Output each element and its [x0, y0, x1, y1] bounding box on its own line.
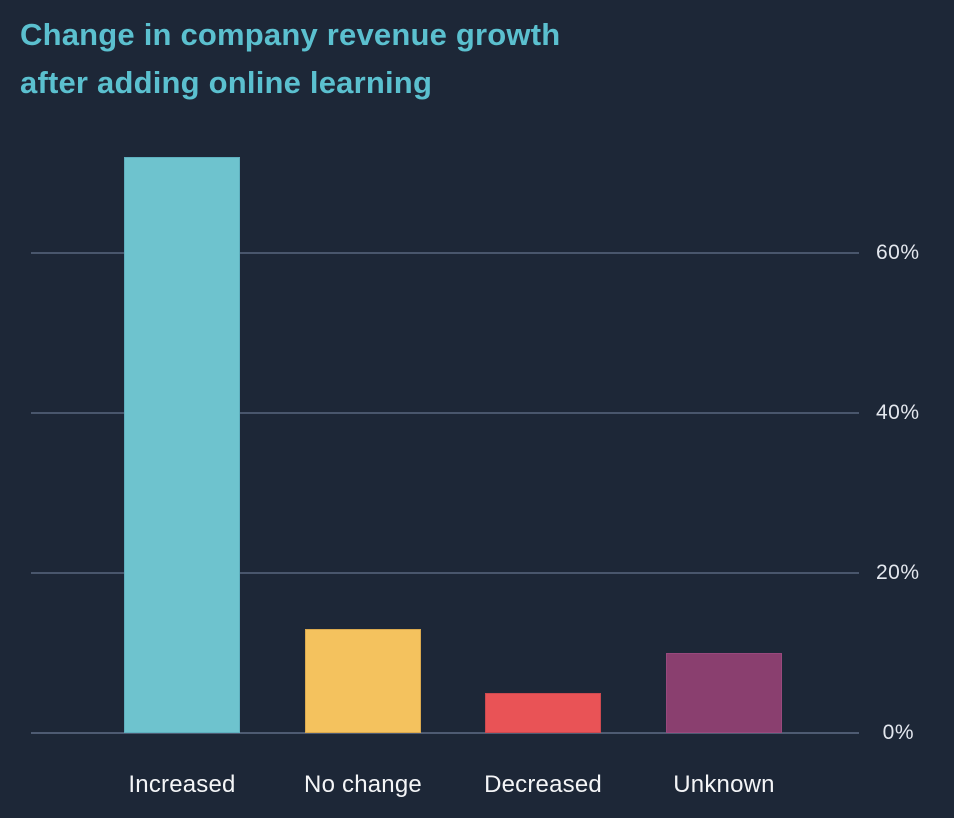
gridline-40: [31, 412, 859, 414]
chart-title-line2: after adding online learning: [20, 65, 433, 100]
bar-increased: [124, 157, 240, 733]
bar-unknown: [666, 653, 782, 733]
bar-no-change: [305, 629, 421, 733]
x-axis-label-increased: Increased: [128, 771, 236, 798]
x-axis: Increased No change Decreased Unknown: [31, 772, 859, 806]
y-tick-label-20: 20%: [876, 561, 920, 584]
x-axis-line: [31, 732, 859, 734]
x-axis-label-unknown: Unknown: [673, 771, 775, 798]
bar-decreased: [485, 693, 601, 733]
x-axis-label-no-change: No change: [304, 771, 422, 798]
x-axis-label-decreased: Decreased: [484, 771, 602, 798]
gridline-60: [31, 252, 859, 254]
chart-title-line1: Change in company revenue growth: [20, 17, 561, 52]
gridline-20: [31, 572, 859, 574]
y-axis: 0% 20% 40% 60%: [876, 93, 920, 744]
y-tick-label-0: 0%: [882, 721, 914, 744]
y-tick-label-60: 60%: [876, 241, 920, 264]
chart-title: Change in company revenue growth after a…: [20, 11, 560, 107]
y-tick-label-40: 40%: [876, 401, 920, 424]
plot-area: [31, 93, 859, 734]
